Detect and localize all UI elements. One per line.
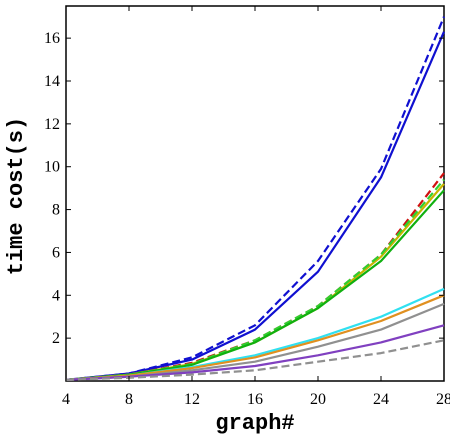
y-tick-label: 8 bbox=[52, 202, 60, 219]
y-tick-label: 2 bbox=[52, 330, 60, 347]
series-line-3 bbox=[65, 172, 445, 381]
x-tick-label: 20 bbox=[310, 391, 326, 408]
x-axis-title: graph# bbox=[215, 411, 294, 436]
x-tick-label: 28 bbox=[436, 391, 450, 408]
series-line-4 bbox=[65, 183, 445, 381]
y-tick-label: 6 bbox=[52, 244, 60, 261]
x-ticks: 4 8 12 16 20 24 28 bbox=[62, 6, 450, 408]
series-line-8 bbox=[65, 294, 445, 381]
series-layer bbox=[65, 16, 446, 381]
x-tick-label: 4 bbox=[62, 391, 70, 408]
series-line-5 bbox=[65, 178, 445, 381]
x-tick-label: 12 bbox=[184, 391, 200, 408]
series-line-2 bbox=[65, 16, 446, 381]
y-tick-label: 12 bbox=[44, 116, 60, 133]
x-tick-label: 24 bbox=[373, 391, 389, 408]
y-tick-label: 4 bbox=[52, 287, 60, 304]
y-axis-title: time cost(s) bbox=[4, 117, 29, 275]
y-tick-label: 10 bbox=[44, 159, 60, 176]
x-tick-label: 16 bbox=[247, 391, 263, 408]
y-ticks: 2 4 6 8 10 12 14 16 bbox=[44, 30, 444, 347]
x-tick-label: 8 bbox=[125, 391, 133, 408]
series-line-10 bbox=[65, 324, 445, 381]
series-line-6 bbox=[65, 189, 445, 381]
y-tick-label: 16 bbox=[44, 30, 60, 47]
y-tick-label: 14 bbox=[44, 73, 60, 90]
